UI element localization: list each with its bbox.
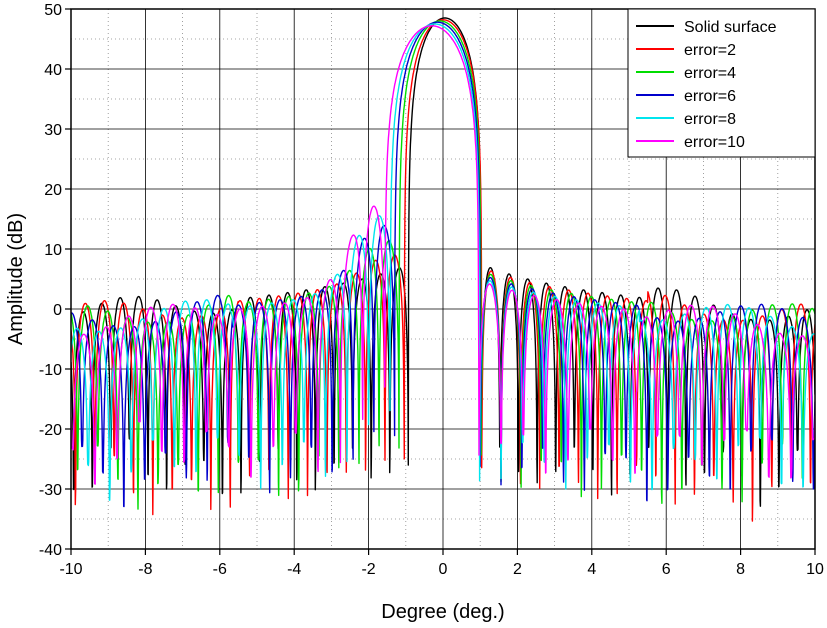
x-tick-label: 10 [806,561,824,578]
x-tick-label: 6 [662,561,671,578]
series-line-solid-surface [71,17,815,507]
series-line-error-8 [71,23,815,501]
legend-label: error=10 [684,134,745,151]
x-tick-label: 2 [513,561,522,578]
y-tick-label: -10 [39,362,62,379]
y-tick-label: 10 [44,242,62,259]
y-tick-label: 20 [44,182,62,199]
legend-label: error=2 [684,42,736,59]
y-tick-label: -20 [39,422,62,439]
series-line-error-10 [71,25,815,485]
legend-box [627,8,816,158]
x-axis-label: Degree (deg.) [381,601,504,623]
legend-label: error=4 [684,65,736,82]
y-tick-label: 30 [44,122,62,139]
series-line-error-6 [71,21,815,508]
x-tick-label: -2 [361,561,375,578]
y-axis-ticks: -40 -30 -20 -10 0 10 20 30 40 50 [39,2,71,559]
x-tick-label: 8 [736,561,745,578]
legend-label: Solid surface [684,19,777,36]
series-line-error-4 [71,20,815,510]
x-tick-label: -4 [287,561,301,578]
x-tick-label: 0 [439,561,448,578]
legend: Solid surface error=2 error=4 error=6 error=… [627,8,816,158]
y-tick-label: 50 [44,2,62,19]
y-tick-label: -30 [39,482,62,499]
series-layer [71,17,815,522]
legend-label: error=6 [684,88,736,105]
x-tick-label: 4 [587,561,596,578]
x-tick-label: -10 [59,561,82,578]
y-tick-label: 40 [44,62,62,79]
y-tick-label: 0 [53,302,62,319]
legend-label: error=8 [684,111,736,128]
y-axis-label: Amplitude (dB) [5,213,27,345]
x-tick-label: -6 [213,561,227,578]
y-tick-label: -40 [39,542,62,559]
x-axis-ticks: -10 -8 -6 -4 -2 0 2 4 6 8 10 [59,549,824,578]
x-tick-label: -8 [138,561,152,578]
